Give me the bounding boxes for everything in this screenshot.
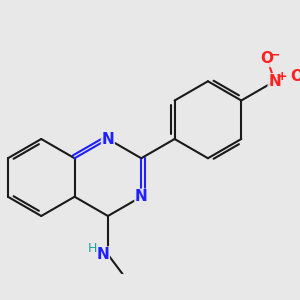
- Text: N: N: [135, 189, 148, 204]
- Text: +: +: [277, 70, 288, 83]
- Text: O: O: [290, 69, 300, 84]
- Text: −: −: [270, 48, 280, 62]
- Text: H: H: [88, 242, 98, 256]
- Text: N: N: [97, 247, 109, 262]
- Text: N: N: [101, 131, 114, 146]
- Text: N: N: [268, 74, 281, 89]
- Text: O: O: [261, 52, 274, 67]
